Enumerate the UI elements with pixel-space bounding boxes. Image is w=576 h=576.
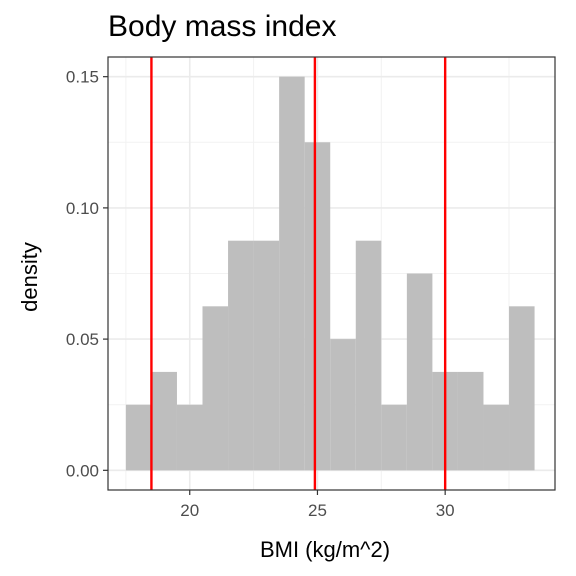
- panel-border: [107, 56, 556, 491]
- histogram-bar: [304, 142, 331, 471]
- x-tick-label: 25: [308, 501, 327, 520]
- histogram-bar: [406, 273, 433, 471]
- y-axis-title: density: [17, 242, 42, 312]
- histogram-bar: [483, 404, 510, 471]
- x-axis-title: BMI (kg/m^2): [260, 537, 390, 562]
- axes: 0.00 0.05 0.10 0.15 20 25 30: [66, 56, 556, 520]
- histogram-bar: [457, 371, 484, 471]
- histogram-bar: [509, 306, 535, 471]
- y-tick-label: 0.15: [66, 68, 99, 87]
- histogram-bar: [330, 339, 356, 471]
- histogram-bar: [381, 404, 407, 471]
- y-tick-label: 0.05: [66, 330, 99, 349]
- plot-panel: [108, 57, 555, 490]
- histogram-bar: [202, 306, 229, 471]
- histogram-bar: [355, 240, 382, 471]
- histogram-bar: [151, 371, 177, 471]
- x-tick-label: 30: [436, 501, 455, 520]
- histogram-bar: [125, 404, 152, 471]
- histogram-bar: [253, 240, 280, 471]
- histogram-bar: [228, 240, 254, 471]
- y-tick-label: 0.10: [66, 199, 99, 218]
- histogram-bar: [176, 404, 203, 471]
- histogram-bar: [279, 76, 305, 471]
- y-tick-label: 0.00: [66, 461, 99, 480]
- chart-title: Body mass index: [108, 10, 337, 43]
- x-tick-label: 20: [180, 501, 199, 520]
